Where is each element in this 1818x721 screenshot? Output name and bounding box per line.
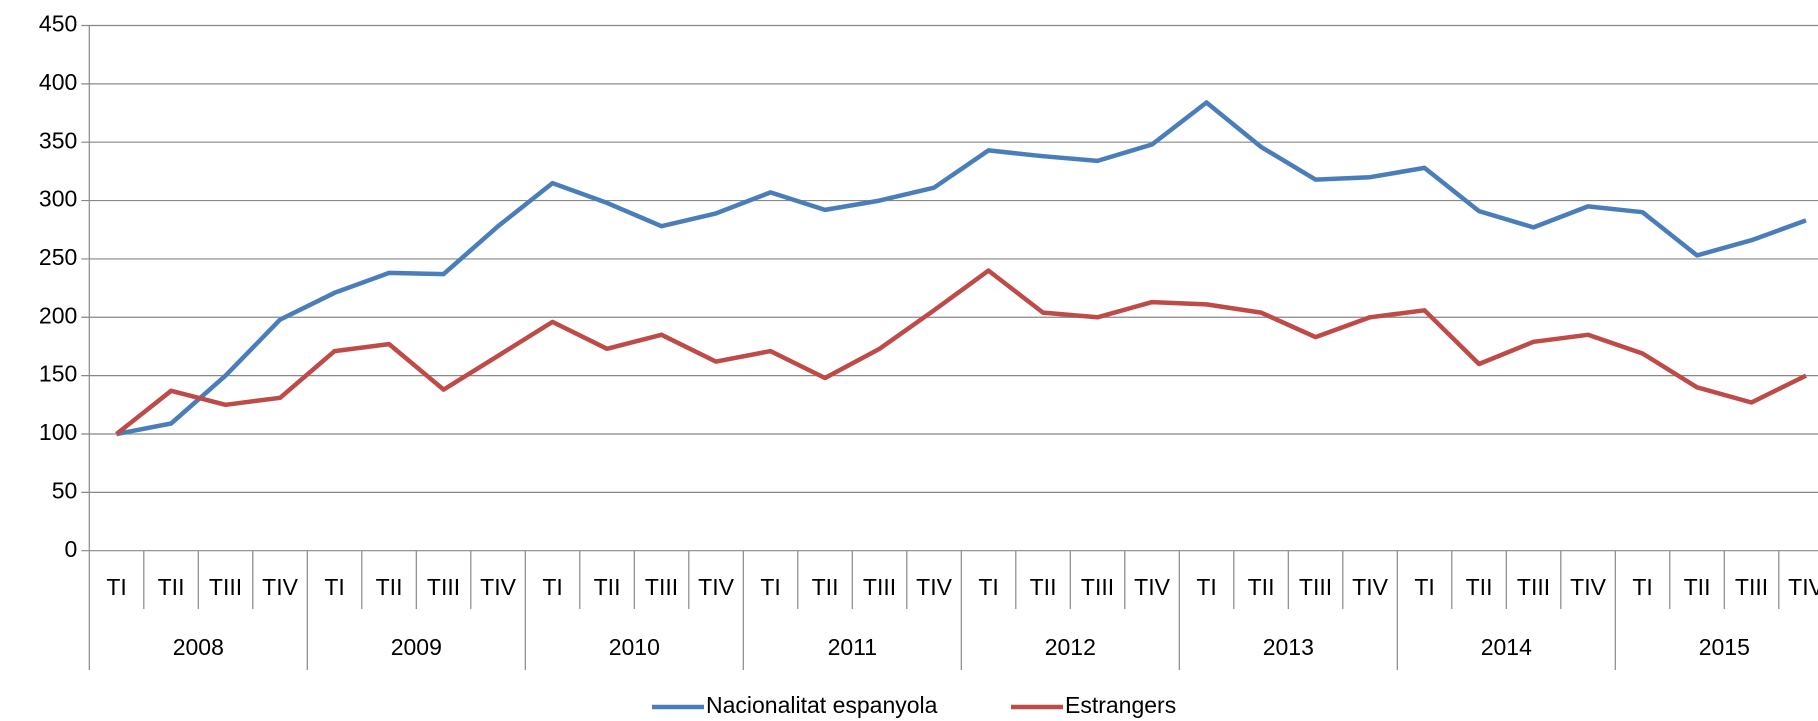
- x-tick-label: TI: [1414, 574, 1434, 600]
- x-tick-label: TI: [978, 574, 998, 600]
- x-tick-label: TII: [158, 574, 185, 600]
- x-tick-label: TI: [106, 574, 126, 600]
- y-tick-label: 200: [39, 302, 77, 328]
- x-tick-label: TIV: [1788, 574, 1818, 600]
- x-tick-label: TII: [376, 574, 403, 600]
- y-tick-label: 150: [39, 361, 77, 387]
- x-tick-label: TI: [324, 574, 344, 600]
- x-tick-label: TI: [542, 574, 562, 600]
- year-label: 2015: [1699, 634, 1750, 660]
- year-label: 2014: [1481, 634, 1532, 660]
- y-tick-label: 350: [39, 127, 77, 153]
- x-tick-label: TII: [1248, 574, 1275, 600]
- y-tick-label: 250: [39, 244, 77, 270]
- legend-label: Nacionalitat espanyola: [706, 692, 938, 718]
- x-tick-label: TIII: [427, 574, 460, 600]
- y-tick-label: 300: [39, 186, 77, 212]
- year-label: 2012: [1045, 634, 1096, 660]
- y-tick-label: 100: [39, 419, 77, 445]
- x-tick-label: TIII: [863, 574, 896, 600]
- x-tick-label: TIV: [262, 574, 298, 600]
- year-label: 2009: [391, 634, 442, 660]
- x-tick-label: TII: [1684, 574, 1711, 600]
- x-tick-label: TIV: [1352, 574, 1388, 600]
- series-line: [116, 100, 1807, 437]
- x-tick-label: TII: [812, 574, 839, 600]
- x-tick-label: TIII: [209, 574, 242, 600]
- y-tick-label: 50: [52, 477, 78, 503]
- x-tick-label: TII: [594, 574, 621, 600]
- year-label: 2013: [1263, 634, 1314, 660]
- y-tick-label: 400: [39, 69, 77, 95]
- year-label: 2010: [609, 634, 660, 660]
- x-tick-label: TIII: [1081, 574, 1114, 600]
- x-tick-label: TIII: [1299, 574, 1332, 600]
- year-label: 2011: [828, 634, 877, 660]
- x-tick-label: TIV: [916, 574, 952, 600]
- x-tick-label: TIV: [1134, 574, 1170, 600]
- x-tick-label: TI: [1196, 574, 1216, 600]
- x-tick-label: TIII: [645, 574, 678, 600]
- x-tick-label: TIV: [480, 574, 516, 600]
- x-tick-label: TI: [760, 574, 780, 600]
- y-tick-label: 0: [65, 536, 78, 562]
- series-line: [115, 268, 1807, 436]
- x-tick-label: TIV: [1570, 574, 1606, 600]
- x-tick-label: TIII: [1735, 574, 1768, 600]
- x-tick-label: TII: [1030, 574, 1057, 600]
- x-tick-label: TIV: [698, 574, 734, 600]
- x-tick-label: TII: [1466, 574, 1493, 600]
- year-label: 2008: [173, 634, 224, 660]
- x-tick-label: TI: [1632, 574, 1652, 600]
- y-tick-label: 450: [39, 11, 77, 37]
- legend-label: Estrangers: [1065, 692, 1176, 718]
- x-tick-label: TIII: [1517, 574, 1550, 600]
